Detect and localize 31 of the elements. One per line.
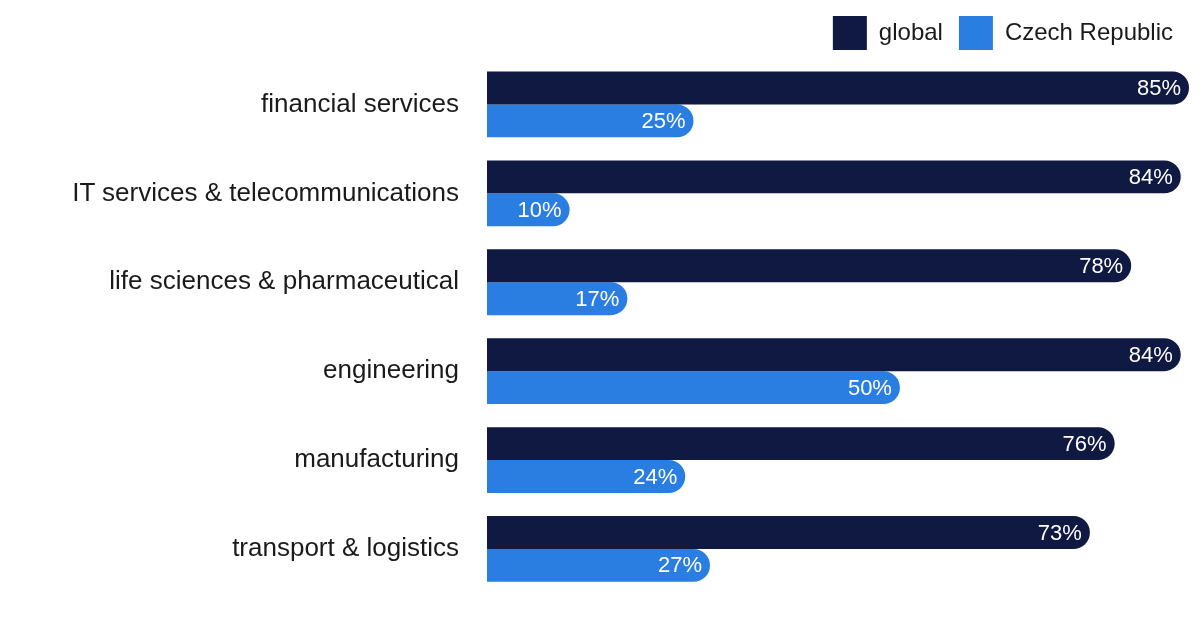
data-label: 17% [575,285,620,311]
y-tick-label: manufacturing [294,443,459,474]
data-label: 25% [641,107,686,133]
data-label: 76% [1062,430,1107,456]
bar [487,160,1181,194]
data-label: 73% [1037,519,1082,545]
bar [487,371,900,405]
data-label: 27% [657,552,702,578]
y-tick-label: life sciences & pharmaceutical [109,265,459,296]
data-label: 84% [1128,163,1173,189]
y-tick-label: financial services [261,87,459,118]
bar [487,460,686,493]
bar [487,282,628,316]
data-label: 78% [1079,252,1124,278]
data-label: 50% [847,374,892,400]
bar [487,427,1115,461]
legend-label: global [878,17,943,45]
legend-label: Czech Republic [1004,17,1174,45]
bar [487,249,1132,283]
bar [487,516,1090,549]
data-label: 84% [1128,341,1173,367]
data-label: 85% [1136,75,1181,101]
y-tick-label: IT services & telecommunications [72,176,459,207]
y-tick-label: transport & logistics [232,532,459,563]
bar [487,338,1181,372]
data-label: 24% [633,463,678,489]
y-tick-label: engineering [323,354,459,385]
bar [487,548,710,582]
data-label: 10% [517,196,562,222]
bar [487,104,694,138]
bar [487,71,1189,105]
